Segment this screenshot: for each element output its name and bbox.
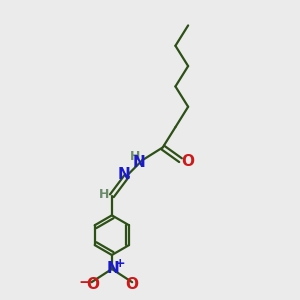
Text: O: O	[181, 154, 194, 169]
Text: O: O	[86, 277, 99, 292]
Text: −: −	[79, 275, 92, 290]
Text: O: O	[126, 277, 139, 292]
Text: +: +	[115, 257, 125, 270]
Text: H: H	[98, 188, 109, 201]
Text: H: H	[130, 150, 140, 163]
Text: N: N	[118, 167, 130, 182]
Text: N: N	[133, 155, 146, 170]
Text: N: N	[107, 262, 119, 277]
